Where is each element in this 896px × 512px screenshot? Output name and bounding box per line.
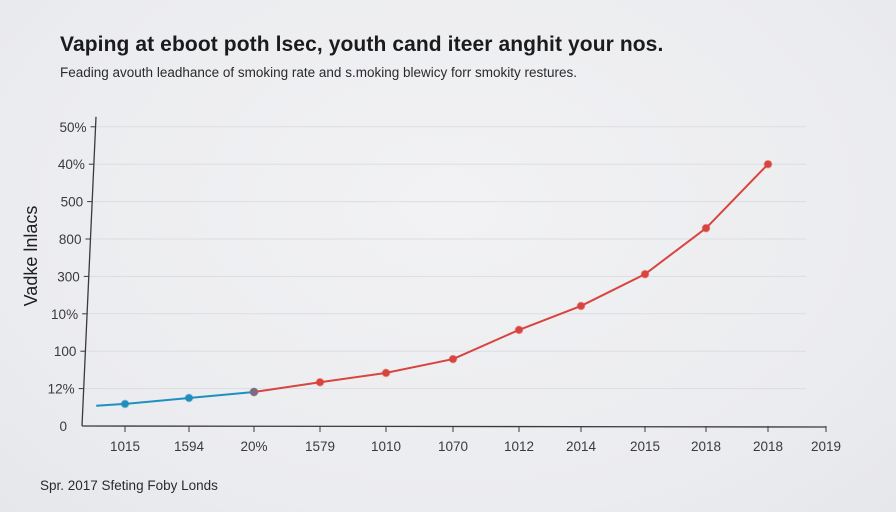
x-tick-label: 2019 [811,439,841,454]
y-tick-label: 40% [58,157,85,172]
axes [81,116,827,428]
x-tick-label: 2018 [691,439,721,454]
y-tick-label: 50% [60,120,87,135]
chart-subtitle: Feading avouth leadhance of smoking rate… [60,65,578,80]
x-tick-label: 1015 [110,439,140,454]
data-point [120,399,130,409]
chart-title: Vaping at eboot poth lsec, youth cand it… [60,33,664,56]
x-tick-label: 20% [240,439,267,454]
series-line [96,390,255,407]
x-tick-label: 2018 [753,439,783,454]
x-tick-label: 2015 [630,439,660,454]
gridlines [83,126,806,390]
x-tick-label: 1070 [438,439,468,454]
data-point [514,325,524,335]
y-tick-label: 300 [57,269,80,284]
data-point [184,393,194,403]
x-tick-label: 1579 [305,439,335,454]
data-point [381,368,391,378]
y-tick-label: 0 [59,419,67,434]
series-0 [96,387,259,409]
junction-data-point [250,388,258,396]
x-axis-line [81,425,827,428]
x-tick-label: 1594 [174,439,205,454]
series-line [253,163,769,393]
data-point [315,377,325,387]
x-tick-label: 1012 [504,439,534,454]
x-tick-label: 1010 [371,439,401,454]
x-axis-ticks: 1015 1594 20% 1579 1010 1070 1012 2014 2015 2018 2… [110,426,841,454]
data-point [701,223,711,233]
x-tick-label: 2014 [566,439,597,454]
y-axis-line [81,116,97,427]
series-1 [249,159,773,397]
y-tick-label: 10% [51,307,78,322]
y-tick-label: 12% [48,382,75,397]
chart-source: Spr. 2017 Sfeting Foby Londs [40,478,218,493]
y-axis-title: Vadke lnlacs [21,206,41,307]
data-point [448,354,458,364]
y-tick-label: 500 [61,195,84,210]
data-point [640,269,650,279]
data-point [576,301,586,311]
y-tick-label: 100 [54,344,77,359]
series-layer [96,159,773,409]
y-tick-label: 800 [59,232,82,247]
data-point [763,159,773,169]
y-axis-ticks: 0 12% 100 10% 300 800 500 40% 50% [48,120,96,434]
